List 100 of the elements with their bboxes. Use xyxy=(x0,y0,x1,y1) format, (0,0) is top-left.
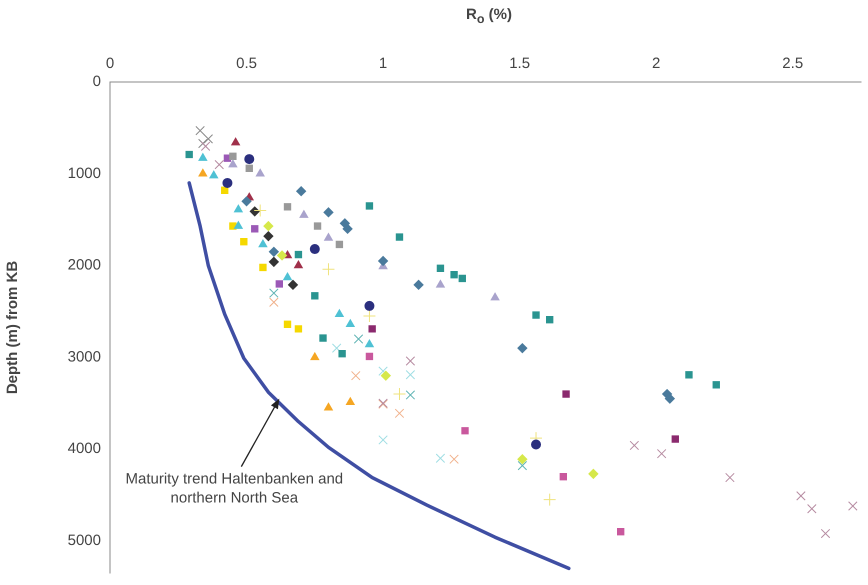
point xyxy=(336,240,344,248)
point xyxy=(251,225,258,233)
point xyxy=(848,501,858,511)
point xyxy=(242,196,252,206)
y-tick-label: 3000 xyxy=(68,348,101,366)
point xyxy=(461,427,469,434)
point xyxy=(214,160,224,170)
point xyxy=(396,233,404,241)
point xyxy=(332,343,342,353)
x-tick-label: 2 xyxy=(652,55,660,72)
point xyxy=(531,440,542,450)
y-tick-label: 0 xyxy=(92,73,101,90)
point xyxy=(378,366,388,376)
x-tick-label: 0 xyxy=(106,55,114,72)
point xyxy=(284,320,292,328)
point xyxy=(664,394,675,404)
point xyxy=(380,370,391,381)
point xyxy=(259,264,267,272)
point xyxy=(450,271,458,278)
point xyxy=(725,472,735,482)
point xyxy=(351,370,361,380)
point xyxy=(342,224,353,234)
point xyxy=(346,397,355,406)
point xyxy=(240,238,248,246)
point xyxy=(209,170,218,178)
point xyxy=(394,408,404,418)
point xyxy=(195,126,205,136)
point xyxy=(284,203,292,210)
point xyxy=(414,280,424,290)
x-tick-label: 1 xyxy=(378,55,388,72)
point xyxy=(222,178,232,188)
point xyxy=(324,233,333,241)
point xyxy=(228,160,238,168)
point xyxy=(263,231,274,242)
annotation: Maturity trend Haltenbanken and northern North Sea xyxy=(125,470,344,507)
y-axis-title: Depth (m) from KB xyxy=(4,260,22,394)
point xyxy=(617,528,624,536)
point xyxy=(311,292,318,300)
point xyxy=(532,311,540,319)
point xyxy=(560,472,568,480)
point xyxy=(406,370,416,380)
point xyxy=(406,390,416,400)
point xyxy=(221,186,228,194)
point xyxy=(366,352,374,360)
point xyxy=(378,256,388,266)
point xyxy=(712,381,720,389)
point xyxy=(198,153,208,161)
point xyxy=(294,250,302,258)
point xyxy=(268,256,279,267)
point xyxy=(258,239,268,248)
point xyxy=(323,207,334,218)
point xyxy=(436,280,445,288)
point xyxy=(276,280,283,288)
point xyxy=(246,164,253,172)
point xyxy=(277,250,288,260)
point xyxy=(229,152,237,160)
point xyxy=(198,168,208,177)
point xyxy=(319,334,327,342)
point xyxy=(204,134,214,144)
point xyxy=(322,262,335,276)
point xyxy=(807,504,817,514)
point xyxy=(310,352,320,360)
y-tick-label: 5000 xyxy=(68,532,101,550)
point xyxy=(365,339,374,348)
point xyxy=(436,454,446,464)
y-tick-label: 1000 xyxy=(68,164,101,182)
point xyxy=(546,316,554,324)
point xyxy=(588,468,598,479)
point xyxy=(250,206,260,216)
point xyxy=(231,138,240,146)
point xyxy=(630,440,640,450)
point xyxy=(368,325,376,333)
point xyxy=(244,154,254,164)
point xyxy=(364,300,374,311)
x-tick-label: 0.5 xyxy=(236,55,257,72)
point xyxy=(543,493,556,506)
point xyxy=(436,264,444,272)
point xyxy=(378,435,388,445)
point xyxy=(685,371,693,378)
point xyxy=(256,168,265,177)
point xyxy=(310,244,320,254)
point xyxy=(234,221,243,229)
point xyxy=(234,204,243,212)
point xyxy=(324,402,333,411)
point xyxy=(517,343,528,354)
point xyxy=(335,309,344,317)
y-tick-label: 2000 xyxy=(68,256,101,274)
point xyxy=(458,274,466,282)
point xyxy=(362,310,376,323)
point xyxy=(338,350,346,358)
point xyxy=(796,491,806,501)
point xyxy=(294,260,303,268)
point xyxy=(406,356,416,366)
x-tick-label: 2.5 xyxy=(782,55,804,72)
point xyxy=(263,221,274,232)
point xyxy=(200,142,210,151)
x-tick-label: 1.5 xyxy=(509,55,530,72)
point xyxy=(269,298,279,308)
point xyxy=(283,272,292,280)
point xyxy=(562,390,570,398)
